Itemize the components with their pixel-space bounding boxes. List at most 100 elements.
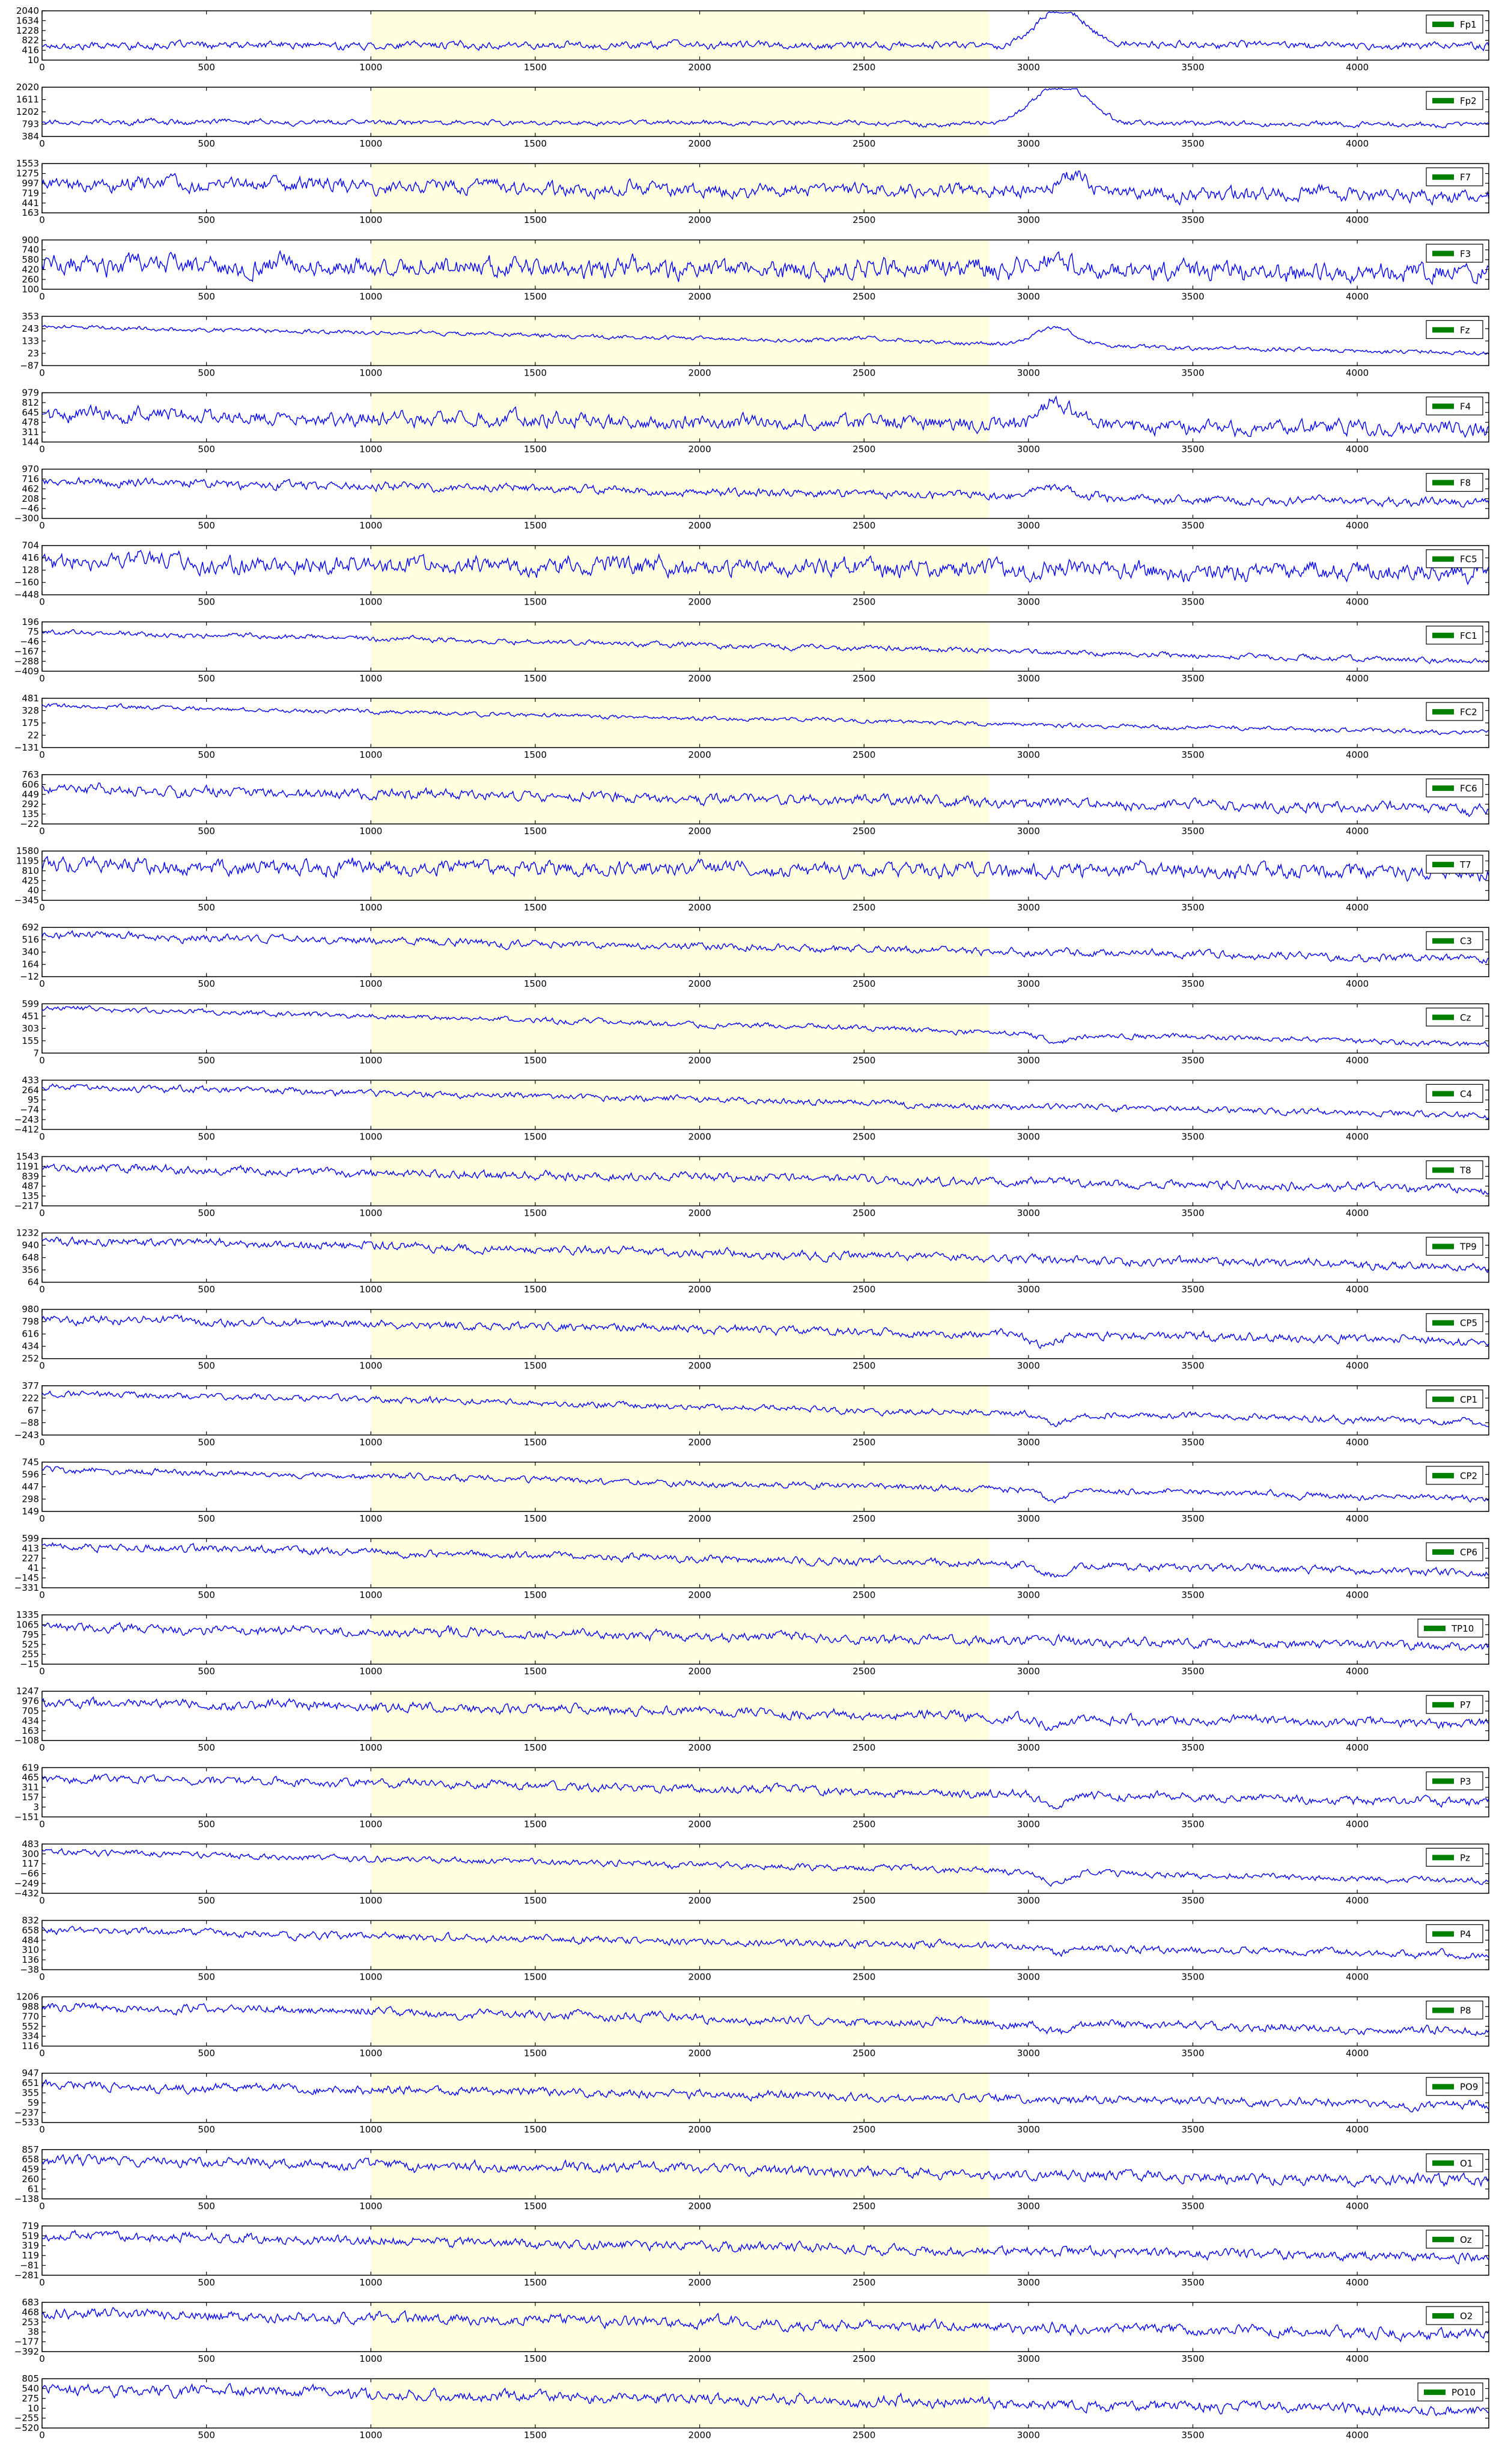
y-tick-label: 683 (22, 2297, 39, 2308)
y-tick-label: 658 (22, 2154, 39, 2165)
x-tick-label: 2500 (853, 1361, 875, 1371)
x-tick-label: 2500 (853, 749, 875, 760)
x-tick-label: 1000 (359, 2124, 382, 2135)
x-tick-label: 1000 (359, 291, 382, 302)
x-tick-label: 3000 (1017, 1742, 1040, 1753)
x-tick-label: 3500 (1181, 749, 1204, 760)
y-tick-label: 377 (22, 1380, 39, 1391)
x-tick-label: 3500 (1181, 1742, 1204, 1753)
signal-trace-f4 (41, 395, 1489, 439)
x-tick-label: 2000 (688, 749, 711, 760)
y-tick-label: 770 (22, 2011, 39, 2022)
y-tick-label: 468 (22, 2307, 39, 2317)
x-tick-label: 3000 (1017, 749, 1040, 760)
subplot-fc2: 0 500 1000 1500 2000 2500 3000 3500 4000 −131 22 17… (14, 693, 1489, 760)
x-tick-label: 3000 (1017, 2048, 1040, 2059)
x-tick-label: 1000 (359, 1972, 382, 1983)
x-tick-label: 1000 (359, 1208, 382, 1219)
x-tick-label: 0 (39, 902, 45, 913)
highlight-band (371, 2225, 990, 2275)
x-tick-label: 0 (39, 291, 45, 302)
legend-label: F4 (1460, 401, 1471, 412)
x-tick-label: 3000 (1017, 1895, 1040, 1906)
y-tick-label: 599 (22, 998, 39, 1009)
legend-label: F7 (1460, 172, 1471, 183)
x-tick-label: 500 (198, 2048, 215, 2059)
x-tick-label: 3000 (1017, 444, 1040, 455)
y-tick-label: 1335 (16, 1609, 39, 1620)
y-tick-label: 243 (22, 323, 39, 334)
y-tick-label: 451 (22, 1011, 39, 1022)
y-tick-label: 1191 (16, 1161, 39, 1172)
x-tick-label: 4000 (1346, 2124, 1369, 2135)
signal-trace-c4 (41, 1083, 1489, 1120)
y-tick-label: 462 (22, 483, 39, 494)
y-tick-label: 434 (22, 1715, 39, 1726)
x-tick-label: 2000 (688, 902, 711, 913)
x-tick-label: 3500 (1181, 1208, 1204, 1219)
x-tick-label: 3000 (1017, 215, 1040, 225)
y-tick-label: −38 (20, 1965, 39, 1975)
axes-frame (41, 2302, 1489, 2352)
y-tick-label: 988 (22, 2001, 39, 2012)
y-tick-label: 525 (22, 1639, 39, 1650)
legend-box (1426, 1160, 1483, 1180)
y-tick-label: 135 (22, 809, 39, 820)
x-tick-label: 1000 (359, 749, 382, 760)
x-tick-label: 1000 (359, 62, 382, 73)
legend-label: CP2 (1460, 1471, 1477, 1481)
x-tick-label: 2500 (853, 673, 875, 684)
highlight-band (371, 621, 990, 671)
axes-frame (41, 621, 1489, 672)
legend-swatch (1432, 1014, 1454, 1020)
signal-trace-f7 (41, 170, 1489, 206)
x-tick-label: 2000 (688, 673, 711, 684)
x-tick-label: 2000 (688, 2201, 711, 2212)
x-tick-label: 3000 (1017, 520, 1040, 531)
y-tick-label: −66 (20, 1868, 39, 1879)
legend-label: C4 (1460, 1088, 1472, 1099)
x-tick-label: 1500 (524, 2124, 547, 2135)
axes-frame (41, 1156, 1489, 1207)
legend-label: CP6 (1460, 1547, 1477, 1558)
legend-label: TP10 (1451, 1623, 1474, 1634)
subplot-fc1: 0 500 1000 1500 2000 2500 3000 3500 4000 −409−288… (14, 617, 1489, 684)
y-tick-label: 645 (22, 407, 39, 418)
x-tick-label: 0 (39, 215, 45, 225)
subplot-o1: 0 500 1000 1500 2000 2500 3000 3500 4000 −1386126… (14, 2144, 1489, 2212)
highlight-band (371, 316, 990, 366)
axes-frame (41, 774, 1489, 825)
highlight-band (371, 851, 990, 901)
subplot-cp1: 0 500 1000 1500 2000 2500 3000 3500 4000 −243 −886… (14, 1380, 1489, 1448)
signal-trace-p3 (41, 1773, 1489, 1810)
y-tick-label: 61 (28, 2183, 39, 2194)
x-tick-label: 0 (39, 1972, 45, 1983)
x-tick-label: 1500 (524, 1361, 547, 1371)
x-tick-label: 1000 (359, 2201, 382, 2212)
x-tick-label: 500 (198, 444, 215, 455)
x-tick-label: 3500 (1181, 215, 1204, 225)
highlight-band (371, 1156, 990, 1206)
x-tick-label: 3500 (1181, 444, 1204, 455)
y-tick-label: 619 (22, 1762, 39, 1773)
y-tick-label: 149 (22, 1506, 39, 1517)
x-tick-label: 3000 (1017, 1513, 1040, 1524)
legend-swatch (1424, 2389, 1446, 2395)
x-tick-label: 2000 (688, 1590, 711, 1600)
x-tick-label: 1000 (359, 2048, 382, 2059)
x-tick-label: 2500 (853, 1819, 875, 1829)
highlight-band (371, 1309, 990, 1359)
y-tick-label: −243 (14, 1430, 39, 1441)
signal-trace-fp2 (41, 88, 1489, 129)
y-tick-label: 449 (22, 789, 39, 800)
y-tick-label: 822 (22, 35, 39, 46)
x-tick-label: 4000 (1346, 673, 1369, 684)
y-tick-label: 292 (22, 799, 39, 810)
x-tick-label: 2500 (853, 1208, 875, 1219)
y-tick-label: 163 (22, 1725, 39, 1736)
legend-swatch (1432, 1320, 1454, 1326)
y-tick-label: −345 (14, 895, 39, 906)
y-tick-label: 3 (33, 1802, 39, 1813)
signal-trace-tp10 (41, 1621, 1489, 1651)
y-tick-label: 519 (22, 2230, 39, 2241)
